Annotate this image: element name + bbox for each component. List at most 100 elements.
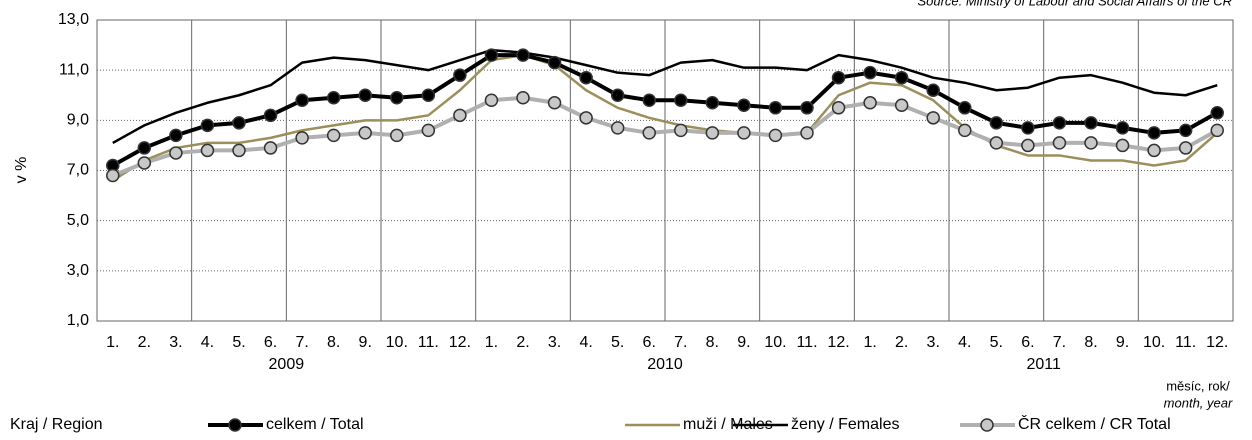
series-marker <box>737 98 751 113</box>
x-tick-label: 12. <box>1206 334 1228 351</box>
series-marker <box>169 128 183 143</box>
x-tick-label: 5. <box>232 334 245 351</box>
x-tick-label: 6. <box>1021 334 1034 351</box>
series-marker <box>263 108 278 123</box>
series-marker <box>358 126 372 140</box>
series-marker <box>610 88 625 102</box>
series-marker <box>421 88 436 102</box>
series-marker <box>674 93 688 108</box>
series-marker <box>421 123 436 138</box>
series-marker <box>232 143 246 158</box>
x-tick-label: 8. <box>327 334 340 351</box>
x-tick-label: 4. <box>958 334 971 351</box>
series-marker <box>705 126 720 140</box>
series-marker <box>1210 106 1224 120</box>
series-marker <box>547 96 562 110</box>
series-marker <box>831 101 846 115</box>
series-marker <box>200 143 215 158</box>
series-marker <box>484 48 499 62</box>
legend-label: ČR celkem / CR Total <box>1018 414 1171 433</box>
x-axis-label: month, year <box>1164 395 1233 410</box>
series-marker <box>1021 138 1035 153</box>
x-axis-label: měsíc, rok/ <box>1166 378 1230 393</box>
series-marker <box>295 131 309 145</box>
series-marker <box>831 70 846 85</box>
year-label: 2011 <box>1026 356 1061 373</box>
x-tick-label: 1. <box>863 334 876 351</box>
x-tick-label: 2. <box>138 334 151 351</box>
plot-frame <box>96 19 1234 322</box>
x-tick-label: 5. <box>611 334 624 351</box>
x-tick-label: 10. <box>1143 334 1165 351</box>
y-axis-label: v % <box>13 157 30 184</box>
series-marker <box>989 136 1004 150</box>
series-marker <box>926 83 940 97</box>
series-marker <box>926 111 940 125</box>
y-tick-label: 7,0 <box>67 162 89 179</box>
x-tick-label: 3. <box>548 334 561 351</box>
x-tick-label: 7. <box>295 334 308 351</box>
series-marker <box>295 93 309 108</box>
series-marker <box>705 96 720 110</box>
series-marker <box>800 101 814 115</box>
series-marker <box>1052 116 1067 130</box>
series-marker <box>169 146 183 160</box>
series-marker <box>894 70 909 85</box>
series-marker <box>642 126 656 140</box>
x-tick-label: 2. <box>516 334 529 351</box>
legend-label: celkem / Total <box>266 416 364 433</box>
x-tick-label: 7. <box>674 334 687 351</box>
series-marker <box>453 108 467 123</box>
x-tick-label: 6. <box>643 334 656 351</box>
legend-marker <box>980 418 994 432</box>
series-marker <box>737 126 751 140</box>
series-marker <box>516 48 530 62</box>
x-tick-label: 4. <box>579 334 592 351</box>
x-tick-label: 2. <box>895 334 908 351</box>
series-marker <box>800 126 814 140</box>
x-tick-label: 8. <box>1084 334 1097 351</box>
y-tick-label: 11,0 <box>59 61 89 78</box>
y-tick-label: 3,0 <box>67 262 89 279</box>
series-marker <box>863 96 877 110</box>
series-marker <box>1084 116 1098 130</box>
series-marker <box>894 98 909 113</box>
x-tick-label: 9. <box>359 334 372 351</box>
x-tick-label: 10. <box>386 334 408 351</box>
x-tick-label: 9. <box>737 334 750 351</box>
y-tick-label: 1,0 <box>67 312 89 329</box>
series-marker <box>390 128 404 143</box>
x-tick-label: 1. <box>485 334 498 351</box>
series-marker <box>768 101 783 115</box>
series-marker <box>484 93 499 108</box>
x-tick-label: 11. <box>1175 334 1196 351</box>
source: Source: Ministry of Labour and Social Af… <box>917 0 1232 8</box>
x-tick-label: 5. <box>990 334 1003 351</box>
series-marker <box>326 91 341 105</box>
y-tick-label: 13,0 <box>58 11 89 28</box>
series-marker <box>106 168 120 183</box>
series-marker <box>958 101 972 115</box>
series-marker <box>768 128 783 143</box>
series-marker <box>1115 138 1130 153</box>
series-marker <box>579 111 593 125</box>
series-marker <box>1084 136 1098 150</box>
series-marker <box>610 121 625 135</box>
x-tick-label: 3. <box>927 334 940 351</box>
legend-title: Kraj / Region <box>10 416 103 433</box>
series-marker <box>674 123 688 138</box>
legend-label: ženy / Females <box>791 416 899 433</box>
series-line <box>112 48 1218 145</box>
x-tick-label: 8. <box>706 334 719 351</box>
series-marker <box>516 91 530 105</box>
x-tick-label: 3. <box>169 334 182 351</box>
y-tick-label: 5,0 <box>67 212 89 229</box>
legend-label: muži / Males <box>683 416 773 433</box>
series-marker <box>1052 136 1067 150</box>
series-marker <box>200 118 215 133</box>
x-tick-label: 7. <box>1053 334 1066 351</box>
series-marker <box>1178 141 1193 155</box>
series-marker <box>1178 123 1193 138</box>
x-tick-label: 11. <box>796 334 817 351</box>
